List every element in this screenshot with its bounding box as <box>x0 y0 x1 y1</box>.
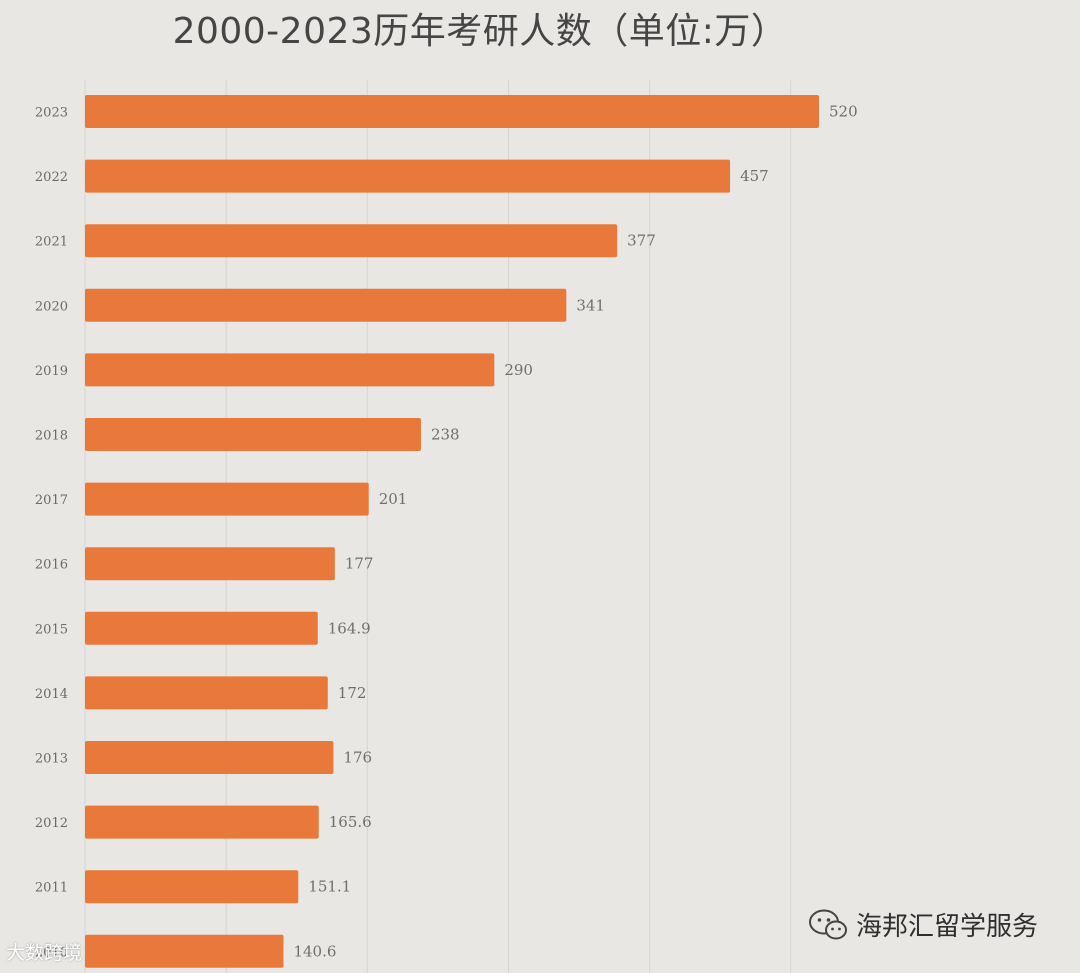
bar-2010 <box>85 934 284 968</box>
value-label-2016: 177 <box>345 555 374 573</box>
bar-2012 <box>85 805 319 839</box>
bar-2019 <box>85 353 495 387</box>
tick-label-2019: 2019 <box>35 364 68 379</box>
value-label-2019: 290 <box>504 361 533 379</box>
bar-2011 <box>85 870 299 904</box>
value-label-2011: 151.1 <box>308 878 351 896</box>
tick-label-2022: 2022 <box>35 170 68 185</box>
value-label-2010: 140.6 <box>293 942 336 960</box>
bar-2022 <box>85 159 731 193</box>
tick-label-2023: 2023 <box>35 106 68 121</box>
tick-label-2013: 2013 <box>35 752 68 767</box>
tick-label-2014: 2014 <box>35 687 68 702</box>
watermark-right: 海邦汇留学服务 <box>808 906 1038 943</box>
bar-2017 <box>85 482 369 516</box>
value-label-2014: 172 <box>338 684 367 702</box>
value-label-2017: 201 <box>379 490 408 508</box>
watermark-right-text: 海邦汇留学服务 <box>856 912 1039 942</box>
value-label-2018: 238 <box>431 426 460 444</box>
value-label-2013: 176 <box>343 749 372 767</box>
bar-2023 <box>85 95 819 128</box>
value-label-2012: 165.6 <box>329 813 372 831</box>
tick-label-2015: 2015 <box>35 622 68 637</box>
watermark-left: 大数跨境 <box>6 938 82 965</box>
bar-2020 <box>85 288 567 322</box>
tick-label-2010: 2010 <box>35 945 68 960</box>
value-label-2022: 457 <box>740 167 769 185</box>
tick-label-2012: 2012 <box>35 816 68 831</box>
chart-title: 2000-2023历年考研人数（单位:万） <box>172 11 788 52</box>
tick-label-2017: 2017 <box>35 493 68 508</box>
value-label-2023: 520 <box>829 103 858 121</box>
tick-label-2021: 2021 <box>35 235 68 250</box>
bar-2016 <box>85 547 335 581</box>
tick-label-2011: 2011 <box>35 881 68 896</box>
bar-2015 <box>85 611 318 645</box>
bar-2014 <box>85 676 328 710</box>
wechat-icon <box>809 909 847 939</box>
value-label-2020: 341 <box>576 296 605 314</box>
tick-label-2016: 2016 <box>35 558 68 573</box>
bar-2021 <box>85 224 618 258</box>
tick-label-2020: 2020 <box>35 299 68 314</box>
watermark-left-text: 大数跨境 <box>6 942 83 964</box>
bar-2018 <box>85 418 421 451</box>
value-label-2015: 164.9 <box>328 619 371 637</box>
value-label-2021: 377 <box>627 232 656 250</box>
bar-2013 <box>85 741 334 774</box>
tick-label-2018: 2018 <box>35 429 68 444</box>
